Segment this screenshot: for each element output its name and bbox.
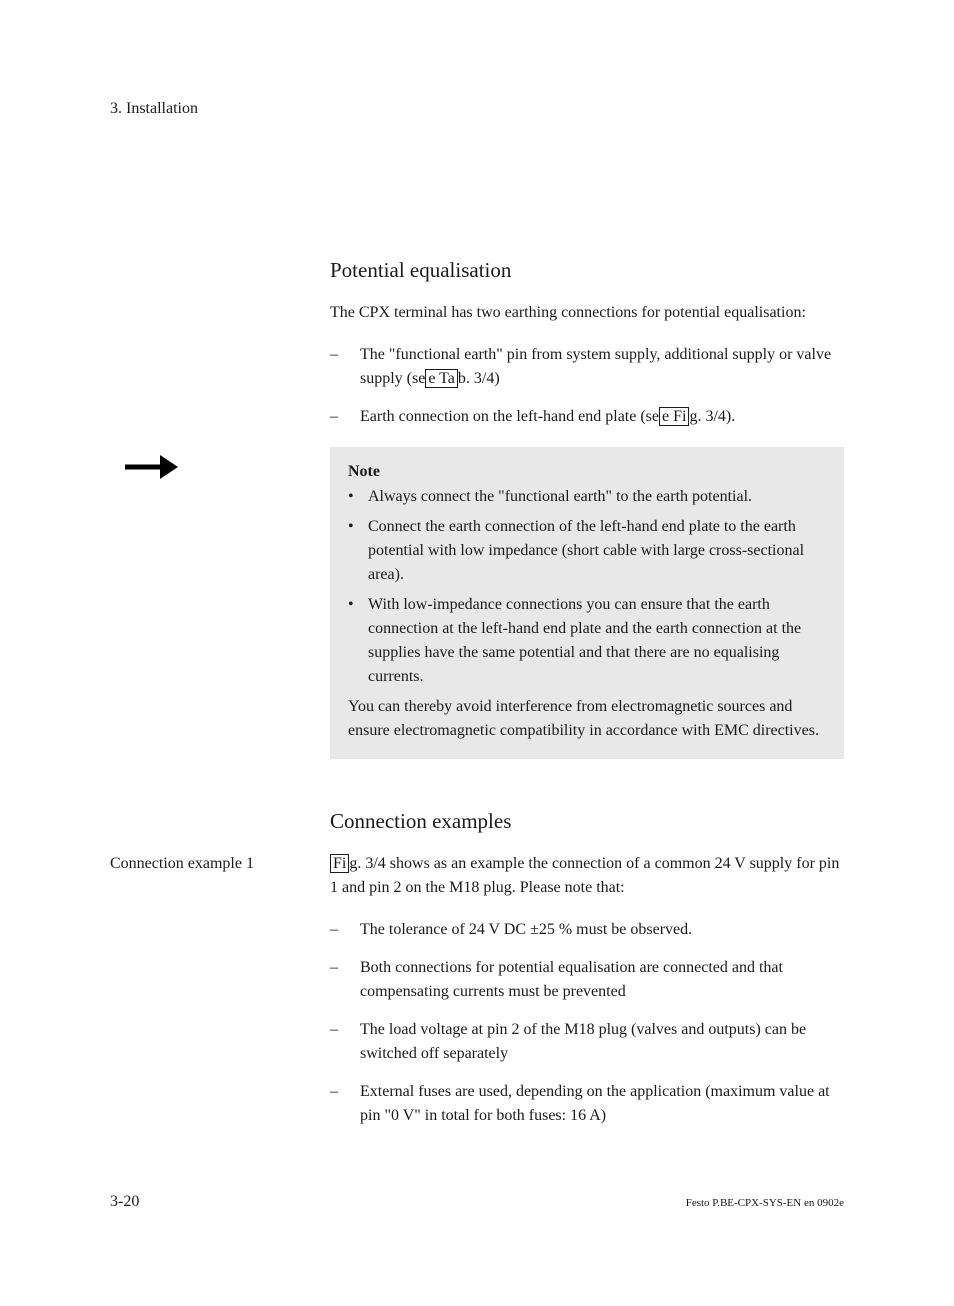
equalisation-list: The "functional earth" pin from system s… bbox=[330, 343, 844, 429]
note-bullet: With low-impedance connections you can e… bbox=[348, 593, 826, 689]
note-label: Note bbox=[348, 463, 826, 481]
list-item: Earth connection on the left-hand end pl… bbox=[330, 405, 844, 429]
note-box: Note Always connect the "functional eart… bbox=[330, 447, 844, 759]
connection-intro: Fig. 3/4 shows as an example the connect… bbox=[330, 852, 844, 900]
page-header: 3. Installation bbox=[110, 100, 844, 118]
footer-doc-id: Festo P.BE-CPX-SYS-EN en 0902e bbox=[686, 1197, 844, 1209]
section-heading-connection: Connection examples bbox=[330, 809, 844, 834]
intro-text: The CPX terminal has two earthing connec… bbox=[330, 301, 844, 325]
list-item: The load voltage at pin 2 of the M18 plu… bbox=[330, 1018, 844, 1066]
margin-label: Connection example 1 bbox=[110, 852, 300, 876]
connection-list: The tolerance of 24 V DC ±25 % must be o… bbox=[330, 918, 844, 1128]
page-number: 3-20 bbox=[110, 1193, 139, 1211]
note-bullet: Connect the earth connection of the left… bbox=[348, 515, 826, 587]
note-bullet-list: Always connect the "functional earth" to… bbox=[348, 485, 826, 689]
arrow-icon bbox=[120, 447, 180, 487]
list-item: The "functional earth" pin from system s… bbox=[330, 343, 844, 391]
list-item: External fuses are used, depending on th… bbox=[330, 1080, 844, 1128]
list-item: The tolerance of 24 V DC ±25 % must be o… bbox=[330, 918, 844, 942]
intro-post: g. 3/4 shows as an example the connectio… bbox=[330, 855, 839, 896]
reference-link[interactable]: Fi bbox=[330, 854, 349, 873]
reference-link[interactable]: e Fi bbox=[659, 407, 689, 426]
reference-link[interactable]: e Ta bbox=[425, 369, 458, 388]
list-text-post: b. 3/4) bbox=[458, 370, 500, 387]
list-item: Both connections for potential equalisat… bbox=[330, 956, 844, 1004]
list-text-pre: Earth connection on the left-hand end pl… bbox=[360, 408, 659, 425]
note-footer-text: You can thereby avoid interference from … bbox=[348, 695, 826, 743]
page-footer: 3-20 Festo P.BE-CPX-SYS-EN en 0902e bbox=[110, 1193, 844, 1211]
section-heading-potential: Potential equalisation bbox=[330, 258, 844, 283]
list-text-post: g. 3/4). bbox=[689, 408, 735, 425]
note-bullet: Always connect the "functional earth" to… bbox=[348, 485, 826, 509]
